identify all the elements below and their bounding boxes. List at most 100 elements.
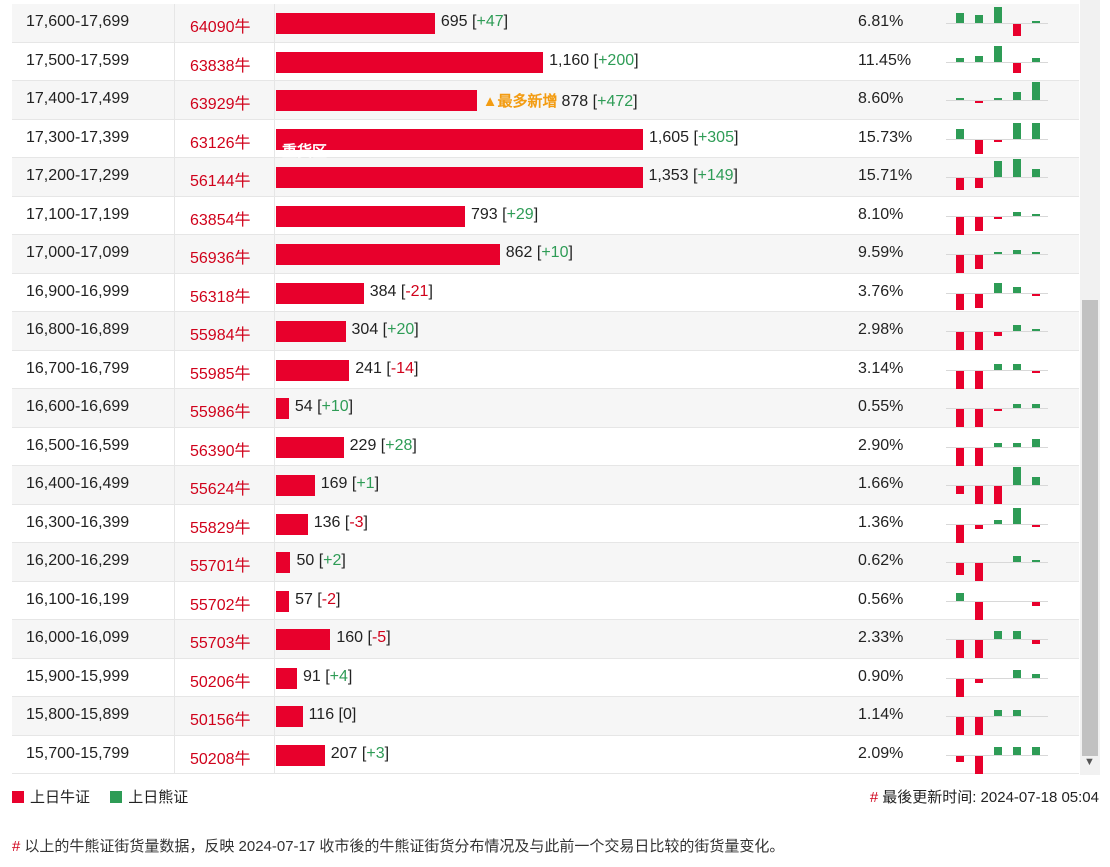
sparkline-baseline [946,562,1048,563]
sparkline-bull-bar [975,139,983,154]
sparkline-bull-bar [956,255,964,273]
value-number: 304 [351,321,379,338]
sparkline-bear-bar [1032,329,1040,331]
percentage: 8.60% [858,90,904,107]
trend-sparkline [946,81,1048,119]
price-range: 16,600-16,699 [26,398,130,415]
cbbc-code-link[interactable]: 63854牛 [190,211,251,229]
price-range: 17,200-17,299 [26,167,130,184]
value-change: +3 [366,744,385,762]
outstanding-bar [276,321,346,342]
cbbc-code-link[interactable]: 56318牛 [190,288,251,306]
sparkline-bull-bar [975,409,983,427]
sparkline-bull-bar [1032,524,1040,527]
sparkline-baseline [946,331,1048,332]
cbbc-code-link[interactable]: 55986牛 [190,404,251,421]
sparkline-bear-bar [956,13,964,23]
value-number: 384 [369,282,397,300]
sparkline-bull-bar [994,409,1002,411]
column-divider [174,504,175,542]
sparkline-bull-bar [975,255,983,269]
outstanding-bar [276,90,477,111]
cbbc-code-link[interactable]: 55984牛 [190,327,251,344]
cbbc-code-link[interactable]: 55703牛 [190,635,251,652]
value-number: 1,605 [649,128,690,146]
cbbc-code-link[interactable]: 50156牛 [190,712,251,729]
cbbc-code-link[interactable]: 50206牛 [190,673,251,691]
bar-cell: 160 [-5] [276,620,836,658]
column-divider [174,543,175,581]
sparkline-bull-bar [975,563,983,581]
column-divider [174,81,175,119]
bar-cell: 57 [-2] [276,582,836,620]
column-divider [174,581,175,619]
bear-swatch-icon [110,791,123,803]
sparkline-bear-bar [1013,404,1021,408]
sparkline-bull-bar [975,293,983,308]
price-range: 16,700-16,799 [26,359,130,377]
column-divider [174,466,175,504]
trend-sparkline [946,43,1048,81]
table-row: 17,300-17,399 63126牛 重货区 1,605 [+305] 15.73% [12,119,1079,160]
table-row: 17,000-17,099 56936牛 862 [+10] 9.59% [12,235,1079,274]
value-change: +20 [387,321,415,338]
value-change: +47 [476,13,504,30]
vertical-scrollbar[interactable]: ▼ [1080,0,1100,775]
table-row: 15,700-15,799 50208牛 207 [+3] 2.09% [12,735,1079,774]
cbbc-code-link[interactable]: 63929牛 [190,96,251,113]
cbbc-code-link[interactable]: 56936牛 [190,250,251,267]
value-number: 50 [296,552,315,569]
value-change: +149 [697,167,734,184]
trend-sparkline [946,620,1048,658]
sparkline-bull-bar [975,486,983,504]
column-divider [274,504,275,542]
column-divider [274,697,275,735]
sparkline-baseline [946,446,1048,448]
sparkline-bear-bar [1032,560,1040,562]
scrollbar-thumb[interactable] [1082,300,1098,756]
value-number: 1,160 [549,51,590,69]
sparkline-baseline [946,215,1048,217]
legend: 上日牛证 上日熊证 [12,786,204,807]
sparkline-bull-bar [975,216,983,231]
column-divider [274,273,275,311]
cbbc-code-link[interactable]: 64090牛 [190,19,251,36]
price-range: 16,100-16,199 [26,590,130,608]
sparkline-baseline [946,639,1048,640]
sparkline-bear-bar [1013,250,1021,254]
sparkline-baseline [946,23,1048,24]
sparkline-bull-bar [975,101,983,103]
column-divider [174,235,175,273]
cbbc-code-link[interactable]: 55829牛 [190,519,251,537]
trend-sparkline [946,697,1048,735]
table-row: 16,800-16,899 55984牛 304 [+20] 2.98% [12,312,1079,351]
cbbc-code-link[interactable]: 63126牛 [190,134,251,152]
price-range: 16,500-16,599 [26,436,130,454]
outstanding-value: 136 [-3] [313,513,368,531]
value-change: +10 [321,398,349,415]
table-row: 17,600-17,699 64090牛 695 [+47] 6.81% [12,4,1079,43]
bar-cell: 54 [+10] [276,389,836,427]
most-added-tag: ▲最多新增 [482,93,558,110]
cbbc-code-link[interactable]: 56144牛 [190,173,251,190]
cbbc-code-link[interactable]: 56390牛 [190,442,251,460]
sparkline-baseline [946,408,1048,409]
cbbc-code-link[interactable]: 55624牛 [190,481,251,498]
percentage: 0.56% [858,590,904,608]
price-range: 17,300-17,399 [26,128,130,146]
percentage: 3.14% [858,359,904,377]
sparkline-bear-bar [1013,286,1021,293]
cbbc-code-link[interactable]: 55701牛 [190,558,251,575]
cbbc-code-link[interactable]: 50208牛 [190,750,251,768]
percentage: 11.45% [858,51,912,69]
table-row: 16,300-16,399 55829牛 136 [-3] 1.36% [12,504,1079,543]
column-divider [174,389,175,427]
scroll-down-arrow-icon[interactable]: ▼ [1084,756,1095,768]
sparkline-bull-bar [956,409,964,427]
cbbc-code-link[interactable]: 55985牛 [190,365,251,383]
sparkline-bull-bar [1013,24,1021,36]
value-number: 169 [320,475,348,492]
value-change: +10 [541,244,569,261]
cbbc-code-link[interactable]: 55702牛 [190,596,251,614]
cbbc-code-link[interactable]: 63838牛 [190,57,251,75]
